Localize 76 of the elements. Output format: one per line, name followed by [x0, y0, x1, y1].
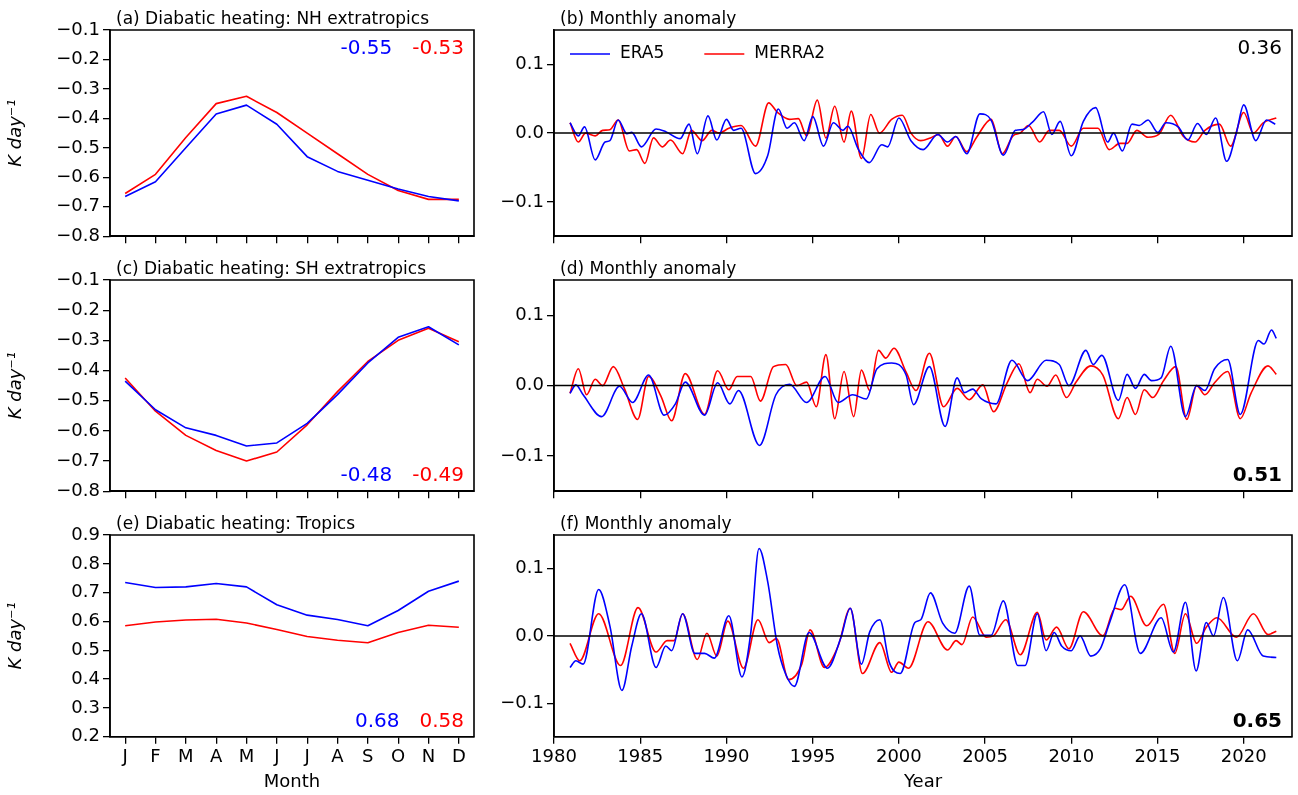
y-tick-label: 0.1: [515, 302, 544, 324]
x-tick-label: 2015: [1134, 745, 1181, 767]
annotation: 0.51: [1232, 462, 1282, 487]
x-tick-label: J: [303, 745, 310, 767]
y-tick-label: −0.1: [56, 17, 100, 39]
y-tick-label: −0.7: [56, 194, 100, 216]
annotation: 0.36: [1237, 35, 1282, 59]
y-axis-title: K day⁻¹: [4, 351, 26, 420]
y-tick-label: −0.2: [56, 47, 100, 69]
x-tick-label: J: [121, 745, 128, 767]
chart-title: (d) Monthly anomaly: [560, 258, 737, 278]
chart-title: (a) Diabatic heating: NH extratropics: [116, 8, 430, 28]
y-tick-label: −0.1: [500, 443, 544, 465]
chart-title: (f) Monthly anomaly: [560, 513, 732, 533]
y-tick-label: −0.3: [56, 76, 100, 98]
x-tick-label: 1995: [789, 745, 836, 767]
y-tick-label: −0.5: [56, 135, 100, 157]
y-tick-label: −0.4: [56, 106, 100, 128]
y-axis-title: K day⁻¹: [4, 602, 26, 670]
y-tick-label: 0.9: [71, 522, 100, 544]
y-tick-label: 0.5: [71, 637, 100, 659]
y-tick-label: −0.4: [56, 358, 100, 380]
y-tick-label: 0.0: [515, 120, 544, 142]
y-tick-label: −0.6: [56, 164, 100, 186]
y-tick-label: 0.7: [71, 580, 100, 602]
x-tick-label: A: [210, 745, 223, 767]
x-axis-title: Year: [902, 769, 943, 791]
y-tick-label: 0.6: [71, 609, 100, 631]
annotation: 0.68: [354, 707, 400, 732]
y-tick-label: −0.1: [500, 690, 544, 712]
y-tick-label: 0.0: [515, 373, 544, 395]
x-tick-label: O: [391, 745, 406, 767]
x-tick-label: N: [421, 745, 436, 767]
y-tick-label: −0.3: [56, 328, 100, 350]
x-tick-label: D: [451, 745, 466, 767]
y-tick-label: 0.1: [515, 556, 544, 578]
y-axis-title: K day⁻¹: [4, 99, 26, 167]
y-tick-label: −0.7: [56, 448, 100, 470]
annotation: 0.65: [1232, 707, 1282, 732]
annotation: 0.58: [419, 707, 464, 732]
x-tick-label: J: [273, 745, 280, 767]
x-tick-label: 2020: [1220, 745, 1267, 767]
y-tick-label: 0.2: [71, 724, 100, 746]
x-tick-label: 2005: [962, 745, 1008, 767]
chart-title: (e) Diabatic heating: Tropics: [116, 513, 356, 533]
x-tick-label: 2000: [875, 745, 922, 767]
chart-title: (b) Monthly anomaly: [560, 8, 737, 28]
legend-label: MERRA2: [754, 42, 826, 63]
y-tick-label: 0.3: [71, 695, 100, 717]
y-tick-label: 0.4: [71, 666, 100, 688]
x-tick-label: 2010: [1048, 745, 1095, 767]
x-tick-label: 1980: [531, 745, 577, 767]
x-tick-label: M: [238, 745, 255, 767]
annotation: -0.48: [340, 462, 393, 487]
annotation: -0.49: [412, 462, 464, 487]
annotation: -0.53: [412, 35, 464, 59]
x-axis-title: Month: [263, 769, 321, 791]
y-tick-label: −0.1: [500, 189, 544, 211]
x-tick-label: M: [178, 745, 194, 767]
chart-title: (c) Diabatic heating: SH extratropics: [116, 258, 427, 278]
x-tick-label: 1990: [703, 745, 750, 767]
x-tick-label: F: [150, 745, 161, 767]
x-tick-label: 1985: [617, 745, 664, 767]
y-tick-label: 0.8: [71, 551, 100, 573]
y-tick-label: −0.6: [56, 418, 100, 440]
legend-label: ERA5: [620, 42, 665, 63]
y-tick-label: −0.1: [56, 267, 100, 289]
y-tick-label: −0.5: [56, 388, 100, 410]
y-tick-label: −0.8: [56, 478, 100, 500]
x-tick-label: S: [362, 745, 374, 767]
y-tick-label: 0.0: [515, 623, 544, 645]
y-tick-label: 0.1: [515, 52, 544, 74]
y-tick-label: −0.8: [56, 223, 100, 245]
x-tick-label: A: [331, 745, 345, 767]
y-tick-label: −0.2: [56, 297, 100, 319]
annotation: -0.55: [340, 35, 393, 59]
